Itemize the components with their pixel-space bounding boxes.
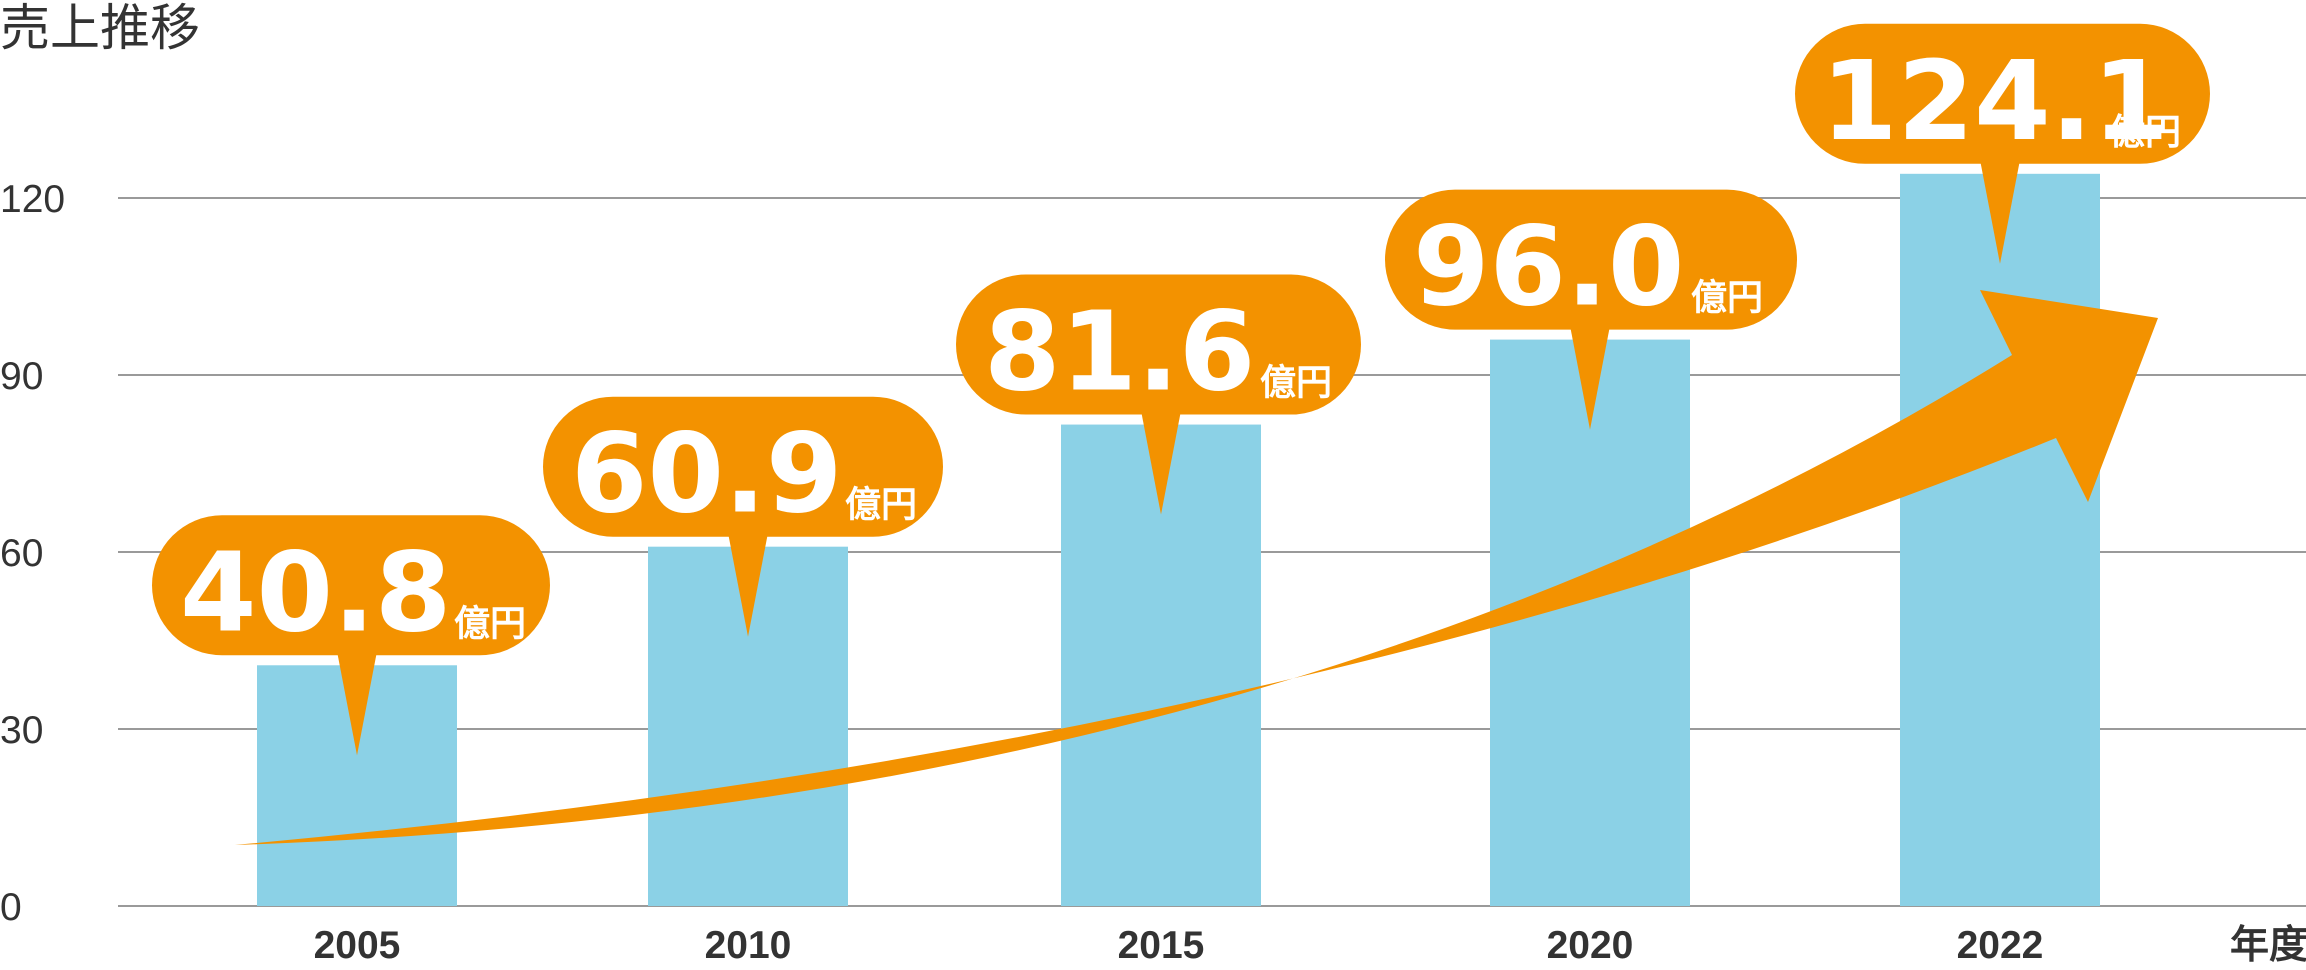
callout-pointer bbox=[728, 532, 768, 637]
callout-bubble bbox=[543, 396, 943, 537]
value-callout: 124.1億円 bbox=[1795, 23, 2210, 264]
y-axis-ticks: 0 30 60 90 120 bbox=[0, 178, 65, 929]
callout-bubble bbox=[956, 274, 1361, 415]
callout-bubble bbox=[1385, 189, 1797, 330]
callout-unit: 億円 bbox=[454, 602, 526, 643]
callout-bubble bbox=[152, 515, 550, 656]
x-axis-ticks: 2005 2010 2015 2020 2022 bbox=[314, 924, 2044, 967]
value-callout: 96.0 億円 bbox=[1385, 189, 1797, 430]
callout-pointer bbox=[1570, 325, 1610, 430]
y-tick-label: 0 bbox=[0, 886, 22, 929]
value-callout: 81.6 億円 bbox=[956, 274, 1361, 515]
callout-bubble bbox=[1795, 23, 2210, 164]
callout-unit: 億円 bbox=[1260, 362, 1332, 403]
y-tick-label: 30 bbox=[0, 709, 43, 752]
callout-value: 40.8 bbox=[180, 528, 451, 656]
bar-2022 bbox=[1900, 173, 2100, 906]
callout-value: 60.9 bbox=[571, 410, 842, 538]
x-tick-label: 2020 bbox=[1547, 924, 1634, 965]
callout-unit: 億円 bbox=[1691, 277, 1763, 318]
callout-value: 96.0 bbox=[1413, 203, 1684, 331]
x-tick-label: 2015 bbox=[1118, 924, 1205, 965]
y-tick-label: 90 bbox=[0, 355, 43, 398]
bar-2020 bbox=[1490, 339, 1690, 907]
callout-pointer bbox=[1980, 159, 2020, 264]
x-tick-label: 2005 bbox=[314, 924, 401, 965]
chart-title: 売上推移 bbox=[0, 0, 200, 56]
y-tick-label: 120 bbox=[0, 178, 65, 221]
callout-value: 81.6 bbox=[984, 288, 1255, 416]
x-axis-unit-label: 年度 bbox=[2230, 924, 2306, 965]
x-tick-label: 2022 bbox=[1957, 924, 2044, 965]
callout-pointer bbox=[1141, 410, 1181, 515]
callout-unit: 億円 bbox=[2109, 111, 2181, 152]
y-tick-label: 60 bbox=[0, 532, 43, 575]
x-tick-label: 2010 bbox=[705, 924, 792, 965]
callout-value: 124.1 bbox=[1821, 37, 2169, 165]
value-callout: 60.9 億円 bbox=[543, 396, 943, 637]
callout-pointer bbox=[337, 651, 377, 756]
callout-unit: 億円 bbox=[845, 484, 917, 525]
value-callout: 40.8 億円 bbox=[152, 515, 550, 756]
